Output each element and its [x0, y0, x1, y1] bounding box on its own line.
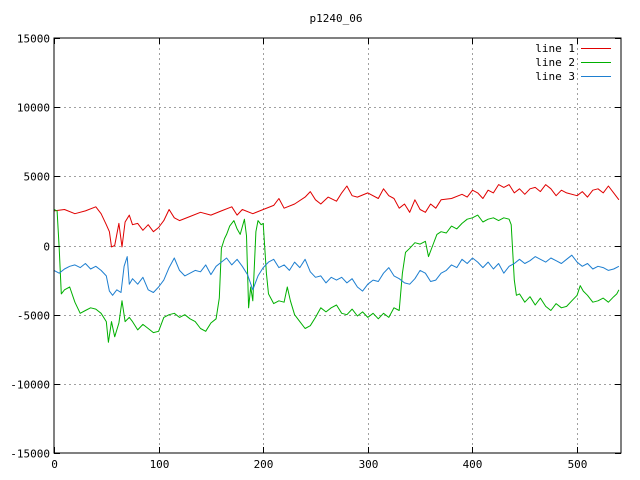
legend-label: line 3 [535, 70, 575, 83]
axes: -15000 -10000 -5000 0 5000 10000 15000 0 100 200 3… [10, 33, 621, 471]
plot-frame [53, 37, 622, 454]
x-tick-label: 300 [359, 458, 379, 471]
legend-label: line 2 [535, 56, 575, 69]
y-tick-label: -15000 [10, 448, 50, 461]
chart-title: p1240_06 [310, 12, 363, 25]
x-tick-label: 200 [254, 458, 274, 471]
y-tick-label: 10000 [17, 102, 50, 115]
plot-area [53, 184, 620, 343]
series-line-1 [53, 184, 620, 248]
series-line-2 [53, 209, 620, 343]
grid [54, 38, 621, 453]
y-tick-label: -10000 [10, 379, 50, 392]
series-line-3 [53, 254, 620, 296]
legend-label: line 1 [535, 42, 575, 55]
y-tick-label: 15000 [17, 33, 50, 46]
y-tick-label: 0 [43, 241, 50, 254]
y-tick-label: 5000 [24, 171, 51, 184]
x-tick-label: 0 [51, 458, 58, 471]
x-tick-label: 500 [568, 458, 588, 471]
y-tick-label: -5000 [17, 310, 50, 323]
x-tick-label: 400 [463, 458, 483, 471]
x-tick-label: 100 [150, 458, 170, 471]
